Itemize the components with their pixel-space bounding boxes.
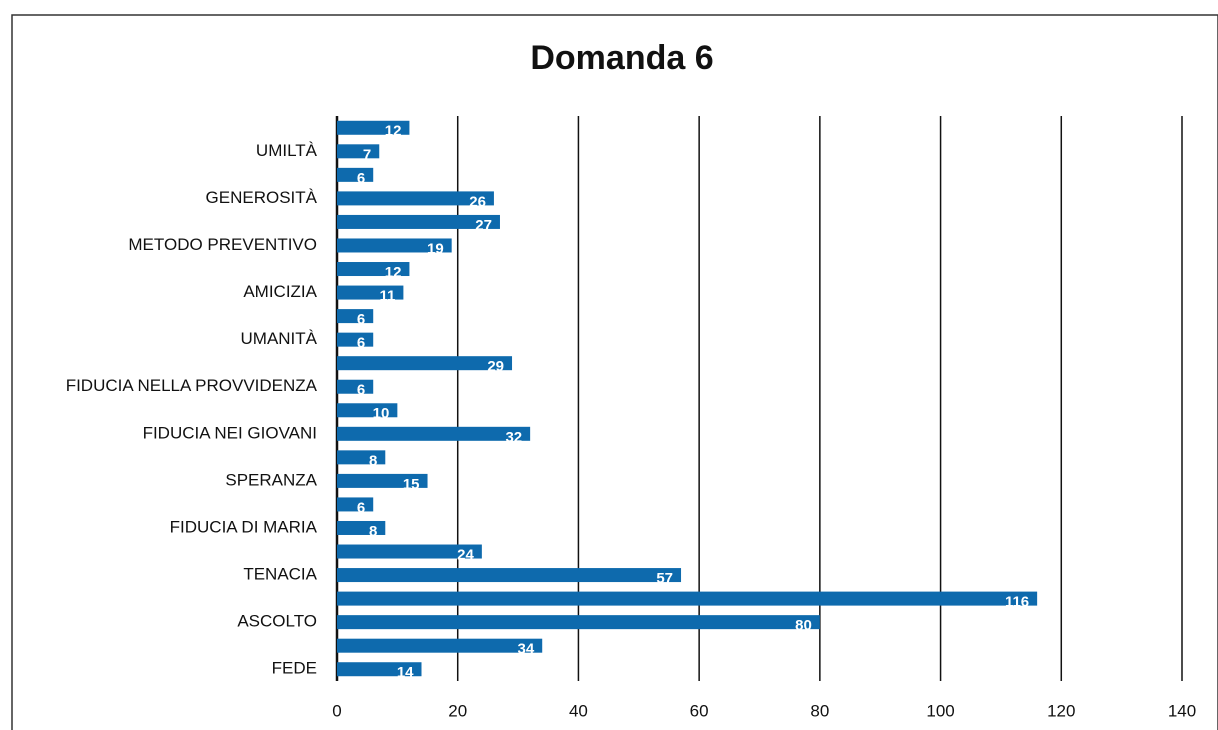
value-label: 14 bbox=[397, 664, 414, 681]
bar bbox=[337, 426, 531, 441]
bar bbox=[337, 638, 543, 653]
bar bbox=[337, 309, 374, 324]
value-label: 12 bbox=[385, 123, 402, 140]
frame bbox=[11, 14, 1218, 730]
y-tick-label: AMICIZIA bbox=[243, 282, 317, 301]
bar bbox=[337, 520, 386, 535]
x-tick-label: 120 bbox=[1047, 701, 1075, 720]
bar bbox=[337, 167, 374, 182]
value-label: 10 bbox=[373, 405, 390, 422]
bar bbox=[337, 544, 482, 559]
y-tick-label: METODO PREVENTIVO bbox=[128, 235, 317, 254]
value-label: 27 bbox=[475, 217, 492, 234]
value-label: 80 bbox=[795, 617, 812, 634]
x-tick-label: 140 bbox=[1168, 701, 1196, 720]
value-label: 7 bbox=[363, 146, 371, 163]
value-label: 57 bbox=[656, 570, 673, 587]
bar bbox=[337, 356, 513, 371]
value-label: 19 bbox=[427, 240, 444, 257]
y-tick-label: UMANITÀ bbox=[241, 329, 318, 348]
x-tick-label: 60 bbox=[690, 701, 709, 720]
bar bbox=[337, 450, 386, 465]
y-tick-label: FIDUCIA NELLA PROVVIDENZA bbox=[66, 376, 318, 395]
value-label: 6 bbox=[357, 382, 365, 399]
bar bbox=[337, 262, 410, 277]
value-label: 6 bbox=[357, 335, 365, 352]
y-tick-label: GENEROSITÀ bbox=[206, 188, 318, 207]
value-label: 11 bbox=[380, 288, 396, 305]
y-tick-label: ASCOLTO bbox=[237, 612, 317, 631]
bar bbox=[337, 591, 1038, 606]
value-label: 6 bbox=[357, 311, 365, 328]
value-label: 29 bbox=[487, 358, 504, 375]
value-label: 6 bbox=[357, 499, 365, 516]
y-tick-label: FEDE bbox=[272, 659, 317, 678]
value-label: 15 bbox=[403, 476, 420, 493]
bar bbox=[337, 568, 682, 583]
bar bbox=[337, 473, 428, 488]
bar bbox=[337, 379, 374, 394]
bar bbox=[337, 238, 452, 253]
value-label: 6 bbox=[357, 170, 365, 187]
x-tick-label: 40 bbox=[569, 701, 588, 720]
y-tick-label: TENACIA bbox=[243, 565, 317, 584]
x-tick-label: 0 bbox=[332, 701, 341, 720]
x-tick-label: 20 bbox=[448, 701, 467, 720]
x-tick-label: 100 bbox=[926, 701, 954, 720]
value-label: 12 bbox=[385, 264, 402, 281]
bar bbox=[337, 120, 410, 135]
value-label: 32 bbox=[505, 429, 522, 446]
value-label: 34 bbox=[518, 641, 535, 658]
y-tick-label: UMILTÀ bbox=[256, 141, 318, 160]
y-tick-label: SPERANZA bbox=[225, 470, 317, 489]
bar bbox=[337, 662, 422, 677]
bar bbox=[337, 332, 374, 347]
bar bbox=[337, 144, 380, 159]
chart-title: Domanda 6 bbox=[530, 39, 713, 77]
bar bbox=[337, 497, 374, 512]
bar bbox=[337, 214, 500, 229]
value-label: 8 bbox=[369, 452, 377, 469]
bar bbox=[337, 615, 820, 630]
bar bbox=[337, 285, 404, 300]
bar bbox=[337, 191, 494, 206]
x-tick-label: 80 bbox=[810, 701, 829, 720]
value-label: 8 bbox=[369, 523, 377, 540]
value-label: 116 bbox=[1005, 594, 1029, 611]
value-label: 24 bbox=[457, 546, 474, 563]
y-tick-label: FIDUCIA NEI GIOVANI bbox=[143, 423, 317, 442]
y-tick-label: FIDUCIA DI MARIA bbox=[170, 517, 318, 536]
value-label: 26 bbox=[469, 193, 486, 210]
bar bbox=[337, 403, 398, 418]
